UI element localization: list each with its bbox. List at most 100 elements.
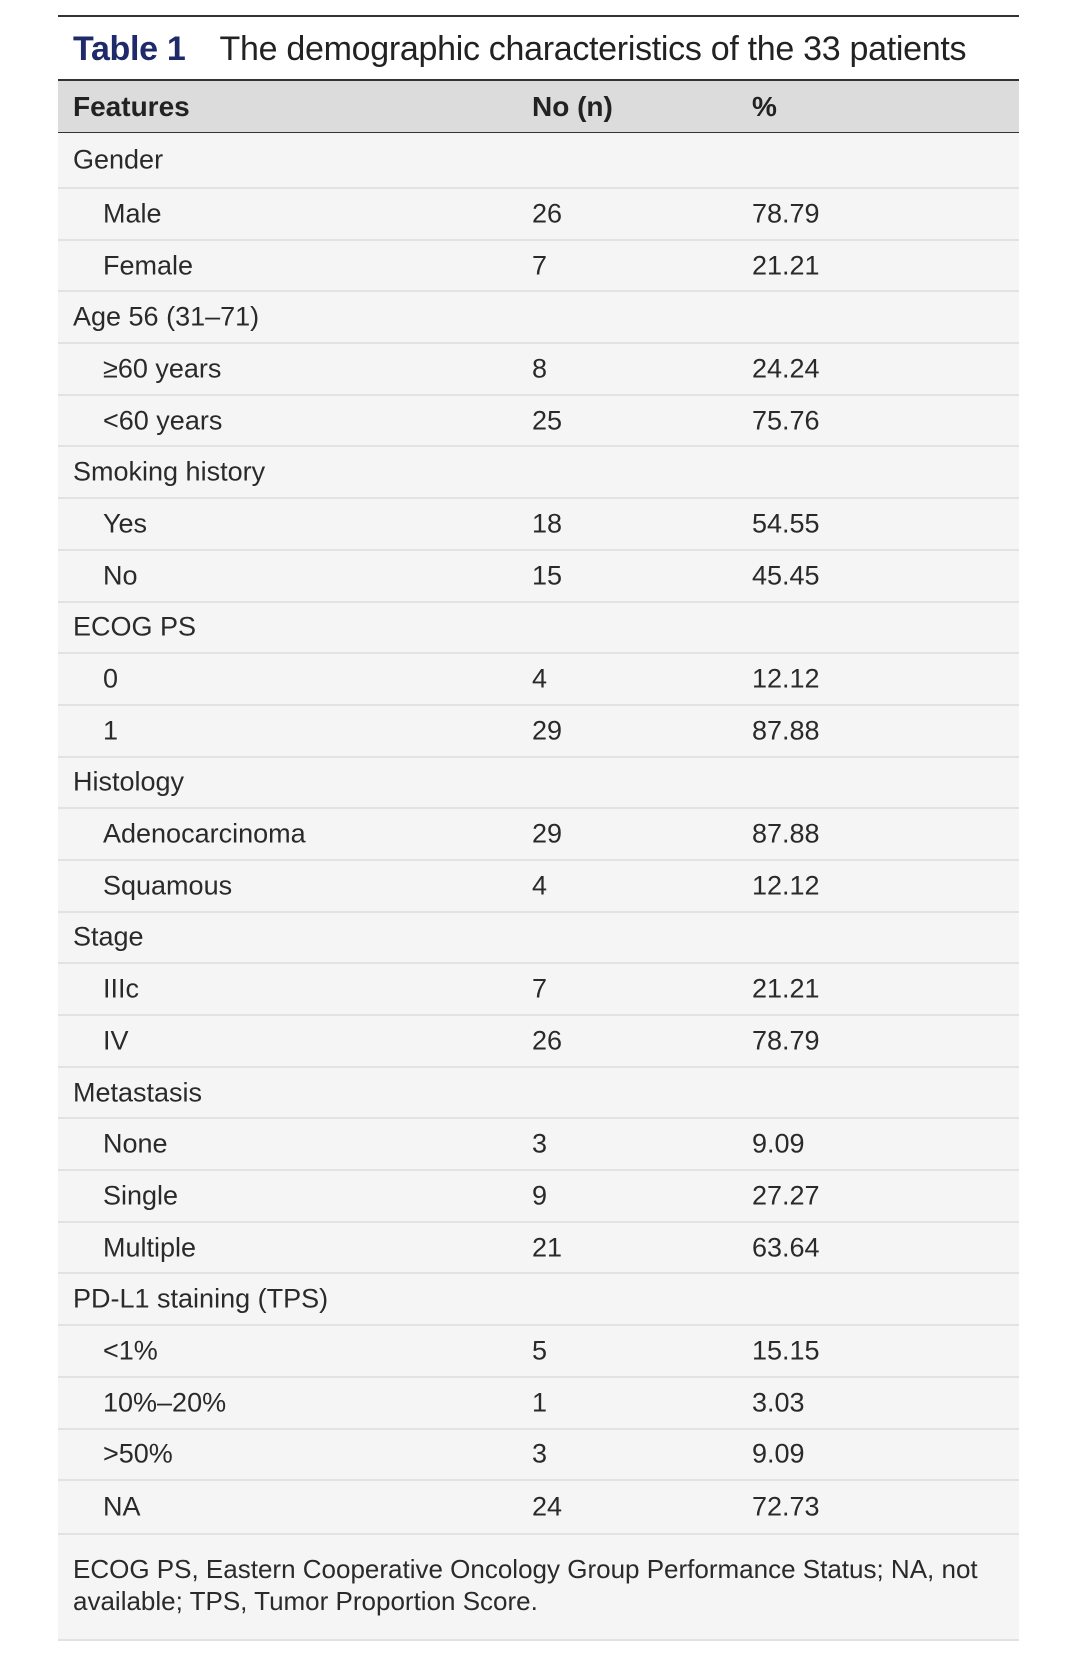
feature-label: Single (103, 1180, 179, 1211)
percent-cell: 63.64 (752, 1232, 820, 1263)
feature-label: ≥60 years (103, 353, 222, 384)
table-row: >50% 3 9.09 (58, 1430, 1019, 1482)
group-row: Histology (58, 758, 1019, 810)
percent-cell: 45.45 (752, 560, 820, 591)
feature-label: Female (103, 250, 194, 281)
group-row: Gender (58, 133, 1019, 189)
count-cell: 7 (532, 250, 548, 281)
percent-cell: 12.12 (752, 663, 820, 694)
group-row: Smoking history (58, 447, 1019, 500)
table-row: ≥60 years 8 24.24 (58, 344, 1019, 396)
table-row: IIIc 7 21.21 (58, 964, 1019, 1016)
count-cell: 3 (532, 1128, 548, 1159)
count-cell: 29 (532, 818, 563, 849)
table-row: No 15 45.45 (58, 551, 1019, 603)
count-cell: 5 (532, 1335, 548, 1366)
count-cell: 26 (532, 198, 563, 229)
percent-cell: 87.88 (752, 715, 820, 746)
feature-label: <60 years (103, 405, 223, 436)
count-cell: 3 (532, 1438, 548, 1469)
count-cell: 18 (532, 508, 563, 539)
percent-cell: 27.27 (752, 1180, 820, 1211)
header-count: No (n) (532, 91, 613, 122)
group-row: Stage (58, 913, 1019, 965)
table-row: Yes 18 54.55 (58, 499, 1019, 551)
group-label: Age 56 (31–71) (73, 301, 260, 332)
percent-cell: 54.55 (752, 508, 820, 539)
feature-label: None (103, 1128, 168, 1159)
percent-cell: 24.24 (752, 353, 820, 384)
table-caption: Table 1 The demographic characteristics o… (73, 30, 966, 69)
percent-cell: 15.15 (752, 1335, 820, 1366)
group-label: PD-L1 staining (TPS) (73, 1283, 329, 1314)
feature-label: Yes (103, 508, 148, 539)
table-footnote: ECOG PS, Eastern Cooperative Oncology Gr… (58, 1535, 1019, 1642)
group-label: Stage (73, 921, 144, 952)
count-cell: 4 (532, 663, 548, 694)
count-cell: 25 (532, 405, 563, 436)
table-row: <1% 5 15.15 (58, 1326, 1019, 1378)
percent-cell: 78.79 (752, 198, 820, 229)
group-row: Metastasis (58, 1068, 1019, 1120)
percent-cell: 87.88 (752, 818, 820, 849)
count-cell: 8 (532, 353, 548, 384)
table-row: Adenocarcinoma 29 87.88 (58, 809, 1019, 861)
group-row: ECOG PS (58, 603, 1019, 655)
table-row: Single 9 27.27 (58, 1171, 1019, 1223)
header-percent: % (752, 91, 777, 122)
feature-label: IV (103, 1025, 129, 1056)
percent-cell: 72.73 (752, 1491, 820, 1522)
feature-label: No (103, 560, 138, 591)
table-row: NA 24 72.73 (58, 1481, 1019, 1536)
count-cell: 24 (532, 1491, 563, 1522)
feature-label: Adenocarcinoma (103, 818, 306, 849)
feature-label: IIIc (103, 973, 140, 1004)
table-row: IV 26 78.79 (58, 1016, 1019, 1068)
feature-label: 0 (103, 663, 119, 694)
top-rule (58, 15, 1019, 17)
percent-cell: 9.09 (752, 1128, 805, 1159)
table-row: 10%–20% 1 3.03 (58, 1378, 1019, 1430)
table-body: Gender Male 26 78.79 Female 7 21.21 Age 56 (31–… (58, 133, 1019, 1642)
count-cell: 15 (532, 560, 563, 591)
group-label: Histology (73, 766, 185, 797)
count-cell: 4 (532, 870, 548, 901)
feature-label: NA (103, 1491, 141, 1522)
percent-cell: 21.21 (752, 973, 820, 1004)
table-row: 0 4 12.12 (58, 654, 1019, 706)
table-row: <60 years 25 75.76 (58, 396, 1019, 448)
feature-label: 10%–20% (103, 1387, 227, 1418)
feature-label: <1% (103, 1335, 158, 1366)
table-row: Squamous 4 12.12 (58, 861, 1019, 913)
table-row: Multiple 21 63.64 (58, 1223, 1019, 1275)
group-label: Gender (73, 144, 164, 175)
header-features: Features (73, 91, 190, 122)
count-cell: 9 (532, 1180, 548, 1211)
count-cell: 1 (532, 1387, 548, 1418)
table-row: Male 26 78.79 (58, 189, 1019, 241)
percent-cell: 9.09 (752, 1438, 805, 1469)
table-row: None 3 9.09 (58, 1119, 1019, 1172)
count-cell: 7 (532, 973, 548, 1004)
group-row: Age 56 (31–71) (58, 292, 1019, 345)
group-label: Smoking history (73, 456, 266, 487)
feature-label: Squamous (103, 870, 233, 901)
feature-label: Male (103, 198, 162, 229)
count-cell: 29 (532, 715, 563, 746)
feature-label: Multiple (103, 1232, 197, 1263)
table-label: Table 1 (73, 30, 186, 68)
percent-cell: 3.03 (752, 1387, 805, 1418)
percent-cell: 78.79 (752, 1025, 820, 1056)
percent-cell: 12.12 (752, 870, 820, 901)
feature-label: 1 (103, 715, 119, 746)
percent-cell: 75.76 (752, 405, 820, 436)
feature-label: >50% (103, 1438, 173, 1469)
group-label: Metastasis (73, 1077, 203, 1108)
group-row: PD-L1 staining (TPS) (58, 1274, 1019, 1327)
table-row: 1 29 87.88 (58, 706, 1019, 758)
count-cell: 21 (532, 1232, 563, 1263)
group-label: ECOG PS (73, 611, 197, 642)
table-title: The demographic characteristics of the 3… (219, 30, 967, 68)
table-row: Female 7 21.21 (58, 241, 1019, 293)
percent-cell: 21.21 (752, 250, 820, 281)
